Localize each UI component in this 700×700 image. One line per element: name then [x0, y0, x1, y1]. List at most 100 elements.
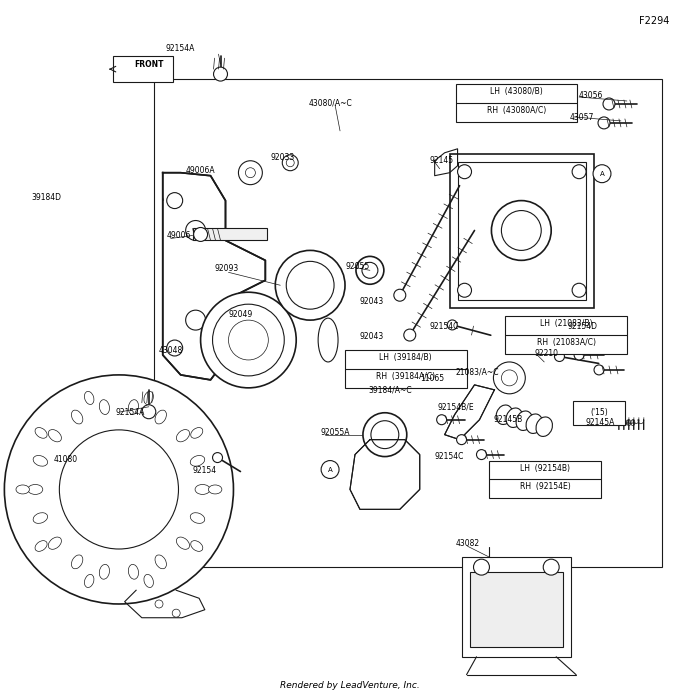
- Circle shape: [275, 251, 345, 320]
- Circle shape: [458, 284, 472, 298]
- Ellipse shape: [176, 537, 190, 550]
- Ellipse shape: [99, 564, 109, 579]
- Bar: [248, 318, 328, 362]
- Text: RH  (43080A/C): RH (43080A/C): [486, 106, 546, 115]
- Circle shape: [554, 335, 564, 345]
- Polygon shape: [444, 385, 494, 440]
- Text: 92210: 92210: [534, 349, 559, 358]
- Circle shape: [394, 289, 406, 301]
- Polygon shape: [350, 440, 420, 510]
- Ellipse shape: [48, 430, 62, 442]
- Circle shape: [598, 117, 610, 129]
- Text: A: A: [328, 466, 332, 473]
- Text: 92154B/E: 92154B/E: [438, 402, 475, 412]
- Ellipse shape: [144, 391, 153, 405]
- Text: LH  (43080/B): LH (43080/B): [490, 87, 542, 96]
- Circle shape: [142, 405, 156, 419]
- Ellipse shape: [318, 318, 338, 362]
- Text: 92049: 92049: [228, 310, 253, 319]
- Text: RH  (92154E): RH (92154E): [520, 482, 570, 491]
- Ellipse shape: [176, 430, 190, 442]
- Circle shape: [363, 413, 407, 456]
- Circle shape: [572, 284, 586, 298]
- Text: 92033: 92033: [270, 153, 295, 162]
- Circle shape: [477, 449, 486, 460]
- Ellipse shape: [128, 400, 139, 414]
- Text: 39184D: 39184D: [32, 193, 62, 202]
- Ellipse shape: [99, 400, 109, 414]
- Circle shape: [60, 430, 178, 549]
- Circle shape: [167, 193, 183, 209]
- Text: 92154D: 92154D: [567, 322, 597, 331]
- Ellipse shape: [35, 540, 47, 552]
- Circle shape: [574, 350, 584, 360]
- Text: 92154A: 92154A: [166, 44, 195, 53]
- Ellipse shape: [16, 485, 29, 494]
- Ellipse shape: [536, 417, 552, 436]
- Text: 92154: 92154: [193, 466, 217, 475]
- Text: 92154A: 92154A: [116, 408, 146, 416]
- Text: FRONT: FRONT: [134, 60, 164, 69]
- Circle shape: [155, 600, 163, 608]
- Circle shape: [371, 421, 399, 449]
- Circle shape: [458, 164, 472, 178]
- Text: 92043: 92043: [360, 298, 384, 306]
- Circle shape: [356, 256, 384, 284]
- Circle shape: [201, 292, 296, 388]
- Ellipse shape: [155, 555, 167, 569]
- Text: LH  (21083/B): LH (21083/B): [540, 319, 592, 328]
- Bar: [113, 56, 173, 82]
- Circle shape: [239, 161, 262, 185]
- Bar: [193, 228, 267, 240]
- Text: 92055A: 92055A: [320, 428, 349, 437]
- Circle shape: [572, 164, 586, 178]
- Circle shape: [456, 435, 466, 444]
- Text: 43080/A~C: 43080/A~C: [308, 99, 352, 108]
- Circle shape: [404, 329, 416, 341]
- Ellipse shape: [155, 410, 167, 424]
- Text: 92145: 92145: [430, 156, 454, 164]
- Bar: [449, 154, 594, 308]
- Circle shape: [321, 461, 339, 479]
- Text: 92093: 92093: [214, 265, 239, 273]
- Text: 92154C: 92154C: [435, 452, 464, 461]
- Circle shape: [213, 453, 223, 463]
- Circle shape: [554, 351, 564, 361]
- Bar: [461, 557, 571, 657]
- Circle shape: [186, 220, 206, 240]
- Bar: [505, 316, 627, 354]
- Circle shape: [501, 370, 517, 386]
- Text: RH  (21083A/C): RH (21083A/C): [537, 338, 596, 347]
- Text: RH  (39184A/C): RH (39184A/C): [376, 372, 435, 381]
- Circle shape: [543, 559, 559, 575]
- Circle shape: [213, 304, 284, 376]
- Circle shape: [437, 414, 447, 425]
- Circle shape: [494, 362, 525, 394]
- Text: 43057: 43057: [570, 113, 594, 122]
- Circle shape: [473, 559, 489, 575]
- Text: 39184/A~C: 39184/A~C: [368, 386, 412, 395]
- Text: 41080: 41080: [53, 454, 77, 463]
- Circle shape: [594, 365, 604, 375]
- Text: F2294: F2294: [639, 16, 669, 27]
- Text: 92055: 92055: [345, 262, 370, 272]
- Text: A: A: [600, 171, 604, 176]
- Bar: [345, 350, 466, 388]
- Circle shape: [286, 261, 334, 309]
- Circle shape: [228, 320, 268, 360]
- Text: 21083/A~C: 21083/A~C: [456, 368, 499, 377]
- Circle shape: [282, 155, 298, 171]
- Text: ('15): ('15): [590, 408, 608, 417]
- Ellipse shape: [190, 428, 203, 438]
- Circle shape: [491, 201, 551, 260]
- Ellipse shape: [516, 411, 533, 430]
- Ellipse shape: [526, 414, 543, 433]
- Circle shape: [362, 262, 378, 279]
- Ellipse shape: [195, 484, 210, 494]
- Ellipse shape: [190, 540, 203, 552]
- Circle shape: [447, 320, 457, 330]
- Circle shape: [501, 211, 541, 251]
- Text: LH  (39184/B): LH (39184/B): [379, 353, 432, 362]
- Text: LEADVENTURE: LEADVENTURE: [237, 356, 463, 384]
- Bar: [458, 162, 586, 300]
